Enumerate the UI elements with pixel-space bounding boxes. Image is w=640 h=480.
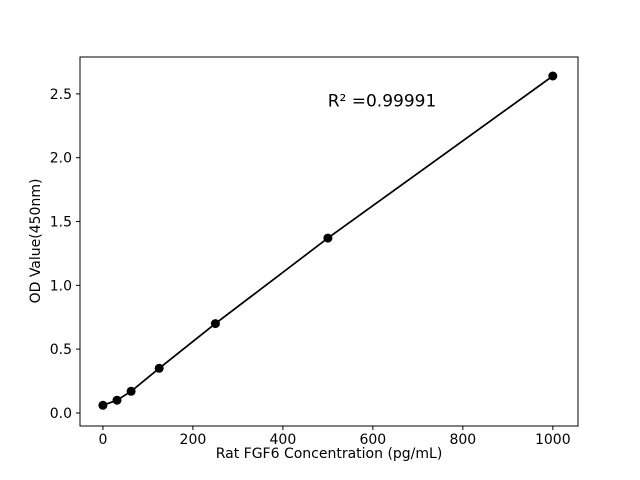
y-axis-ticks: 0.0 0.5 1.0 1.5 2.0 2.5 (50, 87, 80, 422)
x-axis-ticks: 0 200 400 600 800 1000 (98, 426, 571, 448)
data-point (126, 386, 136, 396)
x-tick-label: 600 (359, 432, 386, 448)
y-tick-label: 1.0 (50, 278, 72, 294)
x-axis-label: Rat FGF6 Concentration (pg/mL) (215, 446, 443, 462)
y-tick-label: 2.5 (50, 87, 72, 103)
y-axis-label: OD Value(450nm) (28, 178, 44, 304)
x-tick-label: 200 (180, 432, 207, 448)
r-squared-annotation: R² =0.99991 (327, 91, 437, 112)
y-tick-label: 0.0 (50, 406, 72, 422)
y-tick-label: 2.0 (50, 151, 72, 167)
data-point (548, 71, 558, 81)
x-tick-label: 400 (270, 432, 297, 448)
x-tick-label: 0 (98, 432, 107, 448)
x-tick-label: 800 (449, 432, 476, 448)
y-tick-label: 0.5 (50, 342, 72, 358)
data-point (112, 395, 122, 405)
y-tick-label: 1.5 (50, 215, 72, 231)
plot-frame (79, 56, 579, 427)
data-point (154, 363, 164, 373)
data-points (98, 71, 558, 410)
data-point (210, 319, 220, 329)
data-point (323, 233, 333, 243)
x-tick-label: 1000 (535, 432, 571, 448)
data-point (98, 400, 108, 410)
